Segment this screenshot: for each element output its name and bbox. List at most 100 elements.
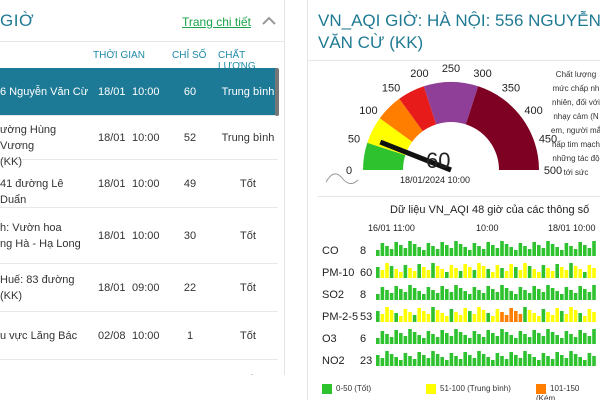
series-bar: [491, 316, 495, 322]
series-bar: [523, 334, 527, 344]
station-name: u vực Lăng Bác: [0, 330, 78, 342]
series-bar: [435, 293, 440, 300]
table-row[interactable]: 41 đường Lê Duẩn 18/01 10:00 49 Tốt: [0, 160, 278, 208]
series-bar: [514, 311, 518, 322]
series-bar: [463, 352, 467, 366]
series-bar: [518, 331, 523, 344]
panel-title: GIỜ: [0, 11, 35, 30]
station-name: Huế: 83 đường (KK): [0, 274, 75, 302]
series-bar: [560, 338, 564, 344]
tick-label: 10:00: [476, 223, 499, 233]
series-bar: [403, 292, 408, 300]
series-bar: [555, 247, 559, 256]
series-bar: [550, 271, 555, 278]
series-bar: [458, 315, 463, 322]
series-bar: [399, 333, 403, 344]
series-bar: [412, 332, 417, 344]
series-bar: [592, 356, 596, 366]
row-date: 18/01: [98, 178, 126, 190]
table-row[interactable]: ường Hùng Vương (KK) 18/01 10:00 52 Trung bì…: [0, 116, 278, 168]
title-divider: [308, 60, 600, 61]
table-row[interactable]: 6 Nguyễn Văn Cừ 18/01 10:00 60 Trung bình: [0, 68, 278, 116]
series-bar: [518, 314, 523, 322]
series-bar: [532, 357, 536, 366]
series-bar: [504, 288, 509, 300]
series-bar: [426, 358, 431, 366]
series-bar: [431, 351, 435, 366]
series-bar: [431, 334, 435, 344]
series-bar: [573, 337, 578, 344]
gauge-scale-label: 500: [544, 165, 562, 177]
series-bar: [435, 354, 440, 366]
series-bar: [523, 246, 527, 256]
series-bar: [509, 308, 513, 322]
table-row[interactable]: u vực Lăng Bác 02/08 10:00 1 Tốt: [0, 312, 278, 360]
row-quality: Tốt: [240, 282, 256, 294]
table-row[interactable]: ô Hiệu - KTTV - 13/12 12:00 6 Tốt: [0, 360, 278, 375]
table-row[interactable]: h: Vườn hoa ng Hà - Hạ Long 18/01 10:00 30 T…: [0, 208, 278, 264]
series-bar: [509, 291, 513, 300]
series-bar: [440, 242, 444, 256]
series-bar: [399, 316, 403, 322]
series-bar: [518, 243, 523, 256]
series-bar: [417, 308, 421, 322]
chevron-up-icon[interactable]: [260, 12, 278, 28]
series-bar: [560, 250, 564, 256]
gauge-time: 18/01/2024 10:00: [400, 175, 471, 185]
series-bar: [550, 359, 555, 366]
series-name: O3: [322, 333, 337, 345]
row-quality: Trung bình: [221, 132, 275, 144]
row-date: 13/12: [98, 372, 126, 375]
station-name: 41 đường Lê Duẩn: [0, 178, 64, 206]
gauge-scale-label: 250: [442, 63, 460, 75]
series-bar: [389, 293, 394, 300]
series-bar: [417, 247, 421, 256]
series-bar: [458, 288, 463, 300]
series-bar: [555, 352, 559, 366]
scrollbar[interactable]: [275, 68, 279, 116]
series-bar: [500, 329, 504, 344]
series-bar: [426, 287, 431, 300]
series-bar: [431, 246, 435, 256]
series-bar: [495, 353, 500, 366]
series-bar: [412, 244, 417, 256]
legend-item: 0-50 (Tốt): [322, 384, 371, 394]
gauge-scale-label: 450: [539, 133, 557, 145]
series-bar: [523, 263, 527, 278]
series-bar: [417, 335, 421, 344]
series-bar: [412, 315, 417, 322]
series-bar: [458, 332, 463, 344]
table-row[interactable]: Huế: 83 đường (KK) 18/01 09:00 22 Tốt: [0, 264, 278, 312]
series-bar: [500, 312, 504, 322]
series-bar: [569, 290, 573, 300]
series-bar: [555, 335, 559, 344]
gauge-scale-label: 100: [359, 105, 377, 117]
station-name: ường Hùng Vương (KK): [0, 124, 57, 168]
series-bar: [426, 243, 431, 256]
series-bar: [389, 354, 394, 366]
series-bar: [564, 331, 569, 344]
series-bar: [463, 308, 467, 322]
row-time: 10:00: [132, 132, 160, 144]
series-bar: [541, 353, 546, 366]
series-bar: [454, 312, 458, 322]
series-bar: [578, 313, 582, 322]
series-bar: [449, 309, 454, 322]
series-bar: [468, 338, 472, 344]
aqi-detail-panel: VN_AQI GIỜ: HÀ NỘI: 556 NGUYỄN VĂN CỪ (K…: [307, 0, 600, 400]
series-bar: [422, 311, 426, 322]
series-bar: [583, 360, 587, 366]
series-bar: [532, 286, 536, 300]
detail-link[interactable]: Trang chi tiết: [182, 15, 251, 29]
series-bar: [500, 241, 504, 256]
series-bar: [518, 358, 523, 366]
legend-item: 101-150 (Kém: [536, 384, 580, 400]
aqi-gauge: 0 50 100 150 200 250 300 350 400 450 500: [325, 63, 562, 184]
row-quality: Trung bình: [221, 86, 275, 98]
series-bar: [555, 264, 559, 278]
series-bar: [550, 244, 555, 256]
row-time: 10:00: [132, 86, 160, 98]
series-bar: [472, 331, 477, 344]
series-bar: [385, 307, 389, 322]
series-bar: [537, 289, 541, 300]
